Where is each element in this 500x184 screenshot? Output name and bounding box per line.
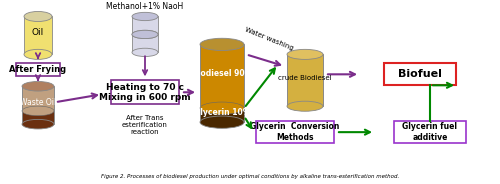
Text: Water washing: Water washing xyxy=(244,26,294,51)
Text: Glycerin 10%: Glycerin 10% xyxy=(194,108,250,117)
Polygon shape xyxy=(22,111,54,124)
Text: Heating to 70 c
Mixing in 600 rpm: Heating to 70 c Mixing in 600 rpm xyxy=(99,83,191,102)
Ellipse shape xyxy=(287,49,323,59)
Polygon shape xyxy=(287,54,323,106)
Text: Glycerin fuel
additive: Glycerin fuel additive xyxy=(402,122,458,142)
Ellipse shape xyxy=(24,11,52,22)
Text: Methanol+1% NaoH: Methanol+1% NaoH xyxy=(106,3,184,11)
Polygon shape xyxy=(22,86,54,111)
Polygon shape xyxy=(132,17,158,34)
Ellipse shape xyxy=(132,30,158,39)
FancyBboxPatch shape xyxy=(256,121,334,143)
FancyBboxPatch shape xyxy=(16,63,60,76)
Ellipse shape xyxy=(200,116,244,128)
Text: Oil: Oil xyxy=(32,28,44,37)
Ellipse shape xyxy=(24,49,52,59)
Ellipse shape xyxy=(200,38,244,51)
Polygon shape xyxy=(200,44,244,108)
Ellipse shape xyxy=(22,106,54,116)
Ellipse shape xyxy=(132,12,158,21)
Ellipse shape xyxy=(22,119,54,129)
FancyBboxPatch shape xyxy=(384,63,456,85)
Text: After Frying: After Frying xyxy=(10,65,66,74)
FancyBboxPatch shape xyxy=(111,80,179,104)
Polygon shape xyxy=(200,108,244,122)
Ellipse shape xyxy=(287,101,323,111)
Ellipse shape xyxy=(22,82,54,91)
Polygon shape xyxy=(132,34,158,52)
FancyBboxPatch shape xyxy=(394,121,466,143)
Text: Biofuel: Biofuel xyxy=(398,69,442,79)
Text: Figure 2. Processes of biodiesel production under optimal conditions by alkaline: Figure 2. Processes of biodiesel product… xyxy=(101,174,399,178)
Ellipse shape xyxy=(132,30,158,39)
Text: crude Biodiesel: crude Biodiesel xyxy=(278,75,332,81)
Polygon shape xyxy=(24,17,52,54)
Text: Biodiesel 90%: Biodiesel 90% xyxy=(192,69,252,78)
Ellipse shape xyxy=(200,102,244,114)
Text: After Trans
esterification
reaction: After Trans esterification reaction xyxy=(122,115,168,135)
Text: Waste Oil: Waste Oil xyxy=(20,98,56,107)
Text: Glycerin  Conversion
Methods: Glycerin Conversion Methods xyxy=(250,122,340,142)
Ellipse shape xyxy=(132,48,158,56)
